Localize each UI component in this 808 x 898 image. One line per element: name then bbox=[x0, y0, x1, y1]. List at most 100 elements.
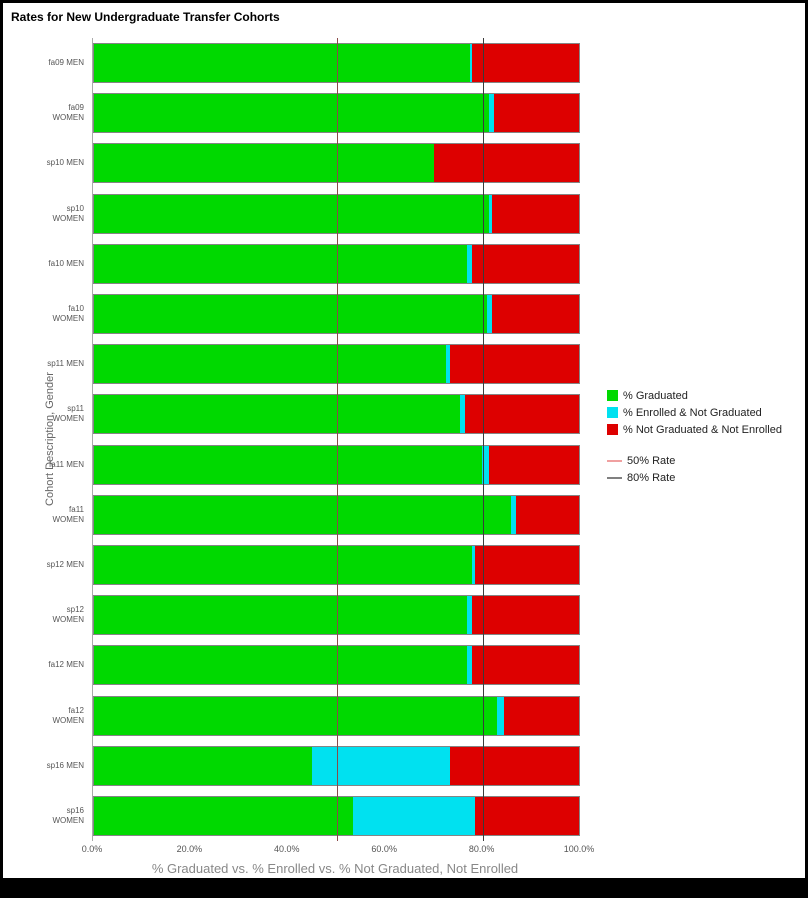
x-tick-label: 60.0% bbox=[371, 844, 397, 854]
segment-not-graduated[interactable] bbox=[515, 495, 579, 534]
segment-enrolled[interactable] bbox=[469, 44, 473, 83]
category-label: sp16 WOMEN bbox=[52, 805, 84, 825]
segment-graduated[interactable] bbox=[94, 244, 468, 283]
category-label: fa12 WOMEN bbox=[52, 705, 84, 725]
legend-label: % Graduated bbox=[623, 389, 688, 402]
legend-item: 80% Rate bbox=[607, 471, 782, 484]
segment-graduated[interactable] bbox=[94, 44, 470, 83]
segment-not-graduated[interactable] bbox=[503, 696, 579, 735]
segment-not-graduated[interactable] bbox=[450, 345, 579, 384]
chart-title: Rates for New Undergraduate Transfer Coh… bbox=[11, 10, 280, 24]
x-axis-ticks: 0.0% 20.0% 40.0% 60.0% 80.0% 100.0% bbox=[3, 844, 805, 856]
segment-enrolled[interactable] bbox=[460, 395, 466, 434]
segment-graduated[interactable] bbox=[94, 646, 468, 685]
legend-item: % Not Graduated & Not Enrolled bbox=[607, 423, 782, 436]
x-tick-label: 80.0% bbox=[468, 844, 495, 854]
category-label: fa11 MEN bbox=[49, 459, 84, 469]
legend-label: 50% Rate bbox=[627, 454, 676, 467]
category-label: fa10 WOMEN bbox=[52, 304, 84, 324]
segment-enrolled[interactable] bbox=[496, 696, 504, 735]
segment-graduated[interactable] bbox=[94, 495, 512, 534]
segment-graduated[interactable] bbox=[94, 596, 468, 635]
segment-not-graduated[interactable] bbox=[433, 144, 579, 183]
stacked-bar[interactable] bbox=[93, 294, 580, 335]
segment-not-graduated[interactable] bbox=[450, 746, 579, 785]
stacked-bar[interactable] bbox=[93, 394, 580, 435]
segment-graduated[interactable] bbox=[94, 345, 446, 384]
plot-area bbox=[92, 38, 580, 841]
legend-label: % Not Graduated & Not Enrolled bbox=[623, 423, 782, 436]
x-axis-title: % Graduated vs. % Enrolled vs. % Not Gra… bbox=[151, 861, 519, 876]
segment-graduated[interactable] bbox=[94, 194, 490, 233]
legend-swatch-icon bbox=[607, 407, 618, 418]
segment-not-graduated[interactable] bbox=[491, 295, 579, 334]
legend-item: % Enrolled & Not Graduated bbox=[607, 406, 782, 419]
category-label: fa10 MEN bbox=[48, 258, 84, 268]
legend-item: % Graduated bbox=[607, 389, 782, 402]
x-tick-label: 40.0% bbox=[274, 844, 300, 854]
segment-not-graduated[interactable] bbox=[472, 244, 579, 283]
segment-graduated[interactable] bbox=[94, 94, 490, 133]
category-label: sp11 MEN bbox=[47, 359, 84, 369]
segment-graduated[interactable] bbox=[94, 395, 461, 434]
segment-graduated[interactable] bbox=[94, 796, 354, 835]
segment-enrolled[interactable] bbox=[511, 495, 516, 534]
segment-graduated[interactable] bbox=[94, 696, 497, 735]
category-labels: fa09 MEN fa09 WOMEN sp10 MEN sp10 WOMEN fa10 M… bbox=[33, 38, 88, 841]
segment-not-graduated[interactable] bbox=[472, 646, 579, 685]
category-label: sp12 WOMEN bbox=[52, 605, 84, 625]
segment-enrolled[interactable] bbox=[467, 646, 473, 685]
segment-graduated[interactable] bbox=[94, 545, 473, 584]
category-label: sp11 WOMEN bbox=[52, 404, 84, 424]
segment-enrolled[interactable] bbox=[486, 295, 492, 334]
segment-enrolled[interactable] bbox=[472, 545, 475, 584]
bar-row bbox=[93, 389, 580, 439]
legend: % Graduated % Enrolled & Not Graduated % N… bbox=[607, 389, 782, 488]
segment-enrolled[interactable] bbox=[445, 345, 451, 384]
segment-enrolled[interactable] bbox=[489, 194, 492, 233]
category-label: sp16 MEN bbox=[46, 760, 84, 770]
segment-graduated[interactable] bbox=[94, 295, 487, 334]
segment-not-graduated[interactable] bbox=[474, 796, 579, 835]
x-tick-label: 20.0% bbox=[176, 844, 203, 854]
reference-line-80 bbox=[482, 38, 484, 841]
segment-enrolled[interactable] bbox=[489, 94, 495, 133]
category-label: fa09 WOMEN bbox=[52, 103, 84, 123]
segment-enrolled[interactable] bbox=[482, 445, 490, 484]
legend-line-icon bbox=[607, 476, 622, 479]
segment-not-graduated[interactable] bbox=[465, 395, 579, 434]
segment-not-graduated[interactable] bbox=[472, 596, 579, 635]
segment-graduated[interactable] bbox=[94, 746, 313, 785]
segment-not-graduated[interactable] bbox=[489, 445, 579, 484]
segment-graduated[interactable] bbox=[94, 144, 434, 183]
category-label: sp10 MEN bbox=[46, 158, 84, 168]
bar-row bbox=[93, 289, 580, 339]
legend-swatch-icon bbox=[607, 424, 618, 435]
segment-enrolled[interactable] bbox=[467, 596, 473, 635]
legend-item: 50% Rate bbox=[607, 454, 782, 467]
category-label: fa11 WOMEN bbox=[52, 504, 84, 524]
category-label: fa09 MEN bbox=[48, 58, 84, 68]
segment-not-graduated[interactable] bbox=[474, 545, 579, 584]
category-label: sp10 WOMEN bbox=[52, 203, 84, 223]
x-tick-label: 0.0% bbox=[81, 844, 103, 854]
segment-graduated[interactable] bbox=[94, 445, 482, 484]
bottom-black-bar bbox=[3, 878, 805, 895]
legend-label: % Enrolled & Not Graduated bbox=[623, 406, 762, 419]
category-label: fa12 MEN bbox=[48, 660, 84, 670]
x-tick-label: 100.0% bbox=[563, 844, 595, 854]
segment-not-graduated[interactable] bbox=[491, 194, 579, 233]
legend-line-icon bbox=[607, 459, 622, 462]
segment-not-graduated[interactable] bbox=[472, 44, 579, 83]
category-label: sp12 MEN bbox=[46, 559, 84, 569]
stacked-bar[interactable] bbox=[93, 243, 580, 284]
segment-enrolled[interactable] bbox=[353, 796, 475, 835]
segment-enrolled[interactable] bbox=[467, 244, 473, 283]
legend-swatch-icon bbox=[607, 390, 618, 401]
segment-enrolled[interactable] bbox=[312, 746, 451, 785]
reference-line-50 bbox=[336, 38, 338, 841]
legend-label: 80% Rate bbox=[627, 471, 676, 484]
bar-row bbox=[93, 239, 580, 289]
segment-not-graduated[interactable] bbox=[494, 94, 579, 133]
